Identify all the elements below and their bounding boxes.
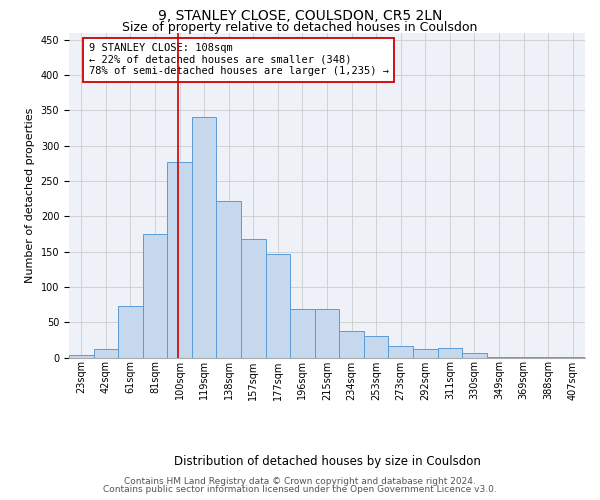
Bar [69, 356, 94, 358]
Bar [143, 234, 167, 358]
Bar [94, 349, 118, 358]
Bar [118, 306, 143, 358]
Bar [192, 118, 217, 358]
Bar [266, 254, 290, 358]
Text: 9, STANLEY CLOSE, COULSDON, CR5 2LN: 9, STANLEY CLOSE, COULSDON, CR5 2LN [158, 9, 442, 23]
Bar [217, 202, 241, 358]
Bar [290, 309, 315, 358]
Y-axis label: Number of detached properties: Number of detached properties [25, 108, 35, 282]
Bar [462, 354, 487, 358]
Bar [560, 357, 585, 358]
Text: Contains public sector information licensed under the Open Government Licence v3: Contains public sector information licen… [103, 485, 497, 494]
Bar [339, 332, 364, 357]
Bar [437, 348, 462, 358]
X-axis label: Distribution of detached houses by size in Coulsdon: Distribution of detached houses by size … [173, 455, 481, 468]
Bar [167, 162, 192, 358]
Bar [388, 346, 413, 358]
Bar [413, 349, 437, 358]
Text: Size of property relative to detached houses in Coulsdon: Size of property relative to detached ho… [122, 21, 478, 34]
Bar [487, 357, 511, 358]
Bar [536, 357, 560, 358]
Text: 9 STANLEY CLOSE: 108sqm
← 22% of detached houses are smaller (348)
78% of semi-d: 9 STANLEY CLOSE: 108sqm ← 22% of detache… [89, 43, 389, 76]
Text: Contains HM Land Registry data © Crown copyright and database right 2024.: Contains HM Land Registry data © Crown c… [124, 477, 476, 486]
Bar [364, 336, 388, 357]
Bar [315, 309, 339, 358]
Bar [241, 239, 266, 358]
Bar [511, 357, 536, 358]
